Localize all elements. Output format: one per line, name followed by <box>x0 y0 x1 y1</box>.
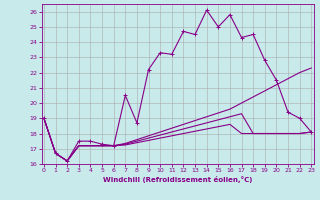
X-axis label: Windchill (Refroidissement éolien,°C): Windchill (Refroidissement éolien,°C) <box>103 176 252 183</box>
